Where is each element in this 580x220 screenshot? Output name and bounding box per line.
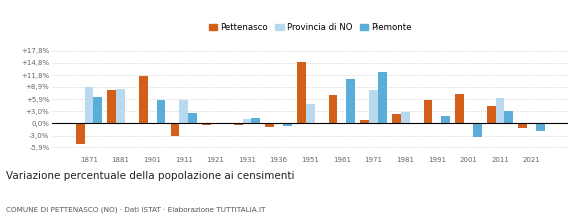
Bar [116, 89, 125, 123]
Bar [266, 123, 274, 127]
Bar [75, 123, 85, 144]
Bar [171, 123, 179, 136]
Bar [107, 90, 116, 123]
Bar [536, 123, 545, 131]
Bar [202, 123, 211, 125]
Bar [329, 95, 338, 123]
Bar [505, 111, 513, 123]
Bar [157, 100, 165, 123]
Bar [234, 123, 242, 125]
Bar [378, 72, 387, 123]
Bar [455, 94, 464, 123]
Bar [441, 116, 450, 123]
Bar [519, 123, 527, 128]
Bar [297, 62, 306, 123]
Bar [242, 119, 252, 123]
Bar [346, 79, 355, 123]
Bar [85, 87, 93, 123]
Bar [360, 121, 369, 123]
Text: Variazione percentuale della popolazione ai censimenti: Variazione percentuale della popolazione… [6, 171, 294, 181]
Bar [495, 98, 505, 123]
Bar [139, 76, 148, 123]
Bar [392, 114, 401, 123]
Bar [93, 97, 102, 123]
Bar [487, 106, 495, 123]
Bar [473, 123, 482, 137]
Bar [179, 100, 188, 123]
Bar [423, 100, 432, 123]
Bar [188, 113, 197, 123]
Legend: Pettenasco, Provincia di NO, Piemonte: Pettenasco, Provincia di NO, Piemonte [208, 22, 413, 33]
Bar [252, 118, 260, 123]
Bar [283, 123, 292, 126]
Bar [306, 104, 315, 123]
Text: COMUNE DI PETTENASCO (NO) · Dati ISTAT · Elaborazione TUTTITALIA.IT: COMUNE DI PETTENASCO (NO) · Dati ISTAT ·… [6, 206, 265, 213]
Bar [401, 112, 409, 123]
Bar [369, 90, 378, 123]
